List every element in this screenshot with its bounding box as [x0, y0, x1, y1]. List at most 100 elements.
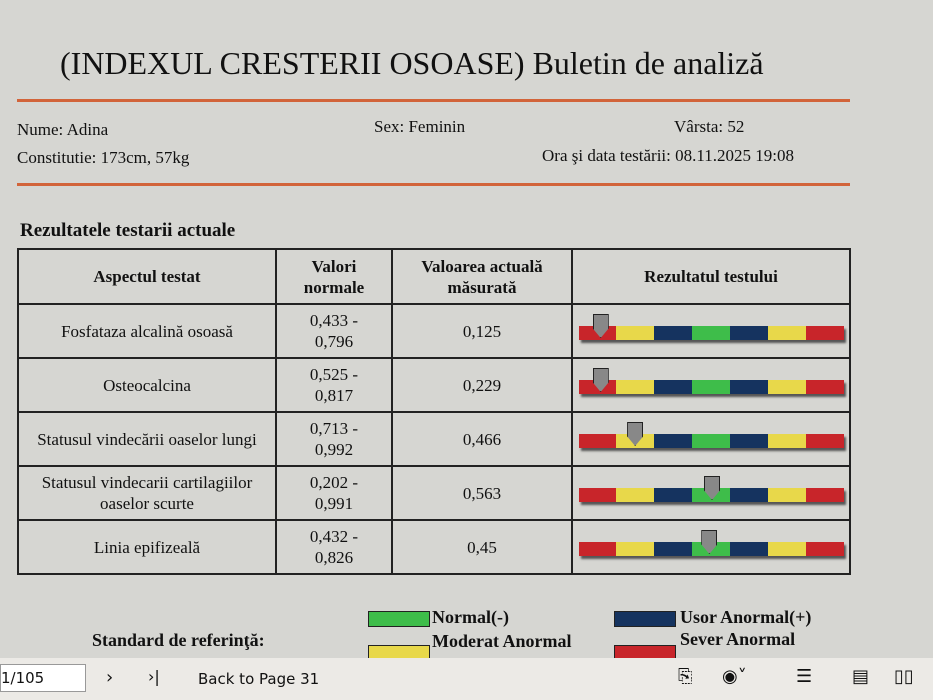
- table-row: Linia epifizeală 0,432 - 0,826 0,45: [17, 519, 851, 575]
- column-header: Rezultatul testului: [644, 267, 778, 286]
- table-cell: 0,202 - 0,991: [275, 465, 393, 521]
- cell-text: 0,563: [462, 483, 502, 503]
- icon[interactable]: ▯▯: [894, 666, 914, 687]
- gauge-segment: [654, 380, 693, 394]
- cell-text: Statusul vindecarii cartilagiilor oaselo…: [41, 473, 253, 513]
- cell-text: Linia epifizeală: [93, 537, 201, 557]
- gauge-segment: [616, 488, 655, 502]
- gauge-segment: [729, 380, 768, 394]
- table-cell: 0,45: [391, 519, 573, 575]
- gauge-segment: [729, 488, 768, 502]
- cell-text: Statusul vindecării oaselor lungi: [37, 429, 257, 449]
- gauge-cell: [571, 303, 851, 359]
- gauge-segment: [616, 542, 655, 556]
- patient-age: Vârsta: 52: [674, 117, 745, 136]
- table-cell: 0,125: [391, 303, 573, 359]
- icon[interactable]: ◉˅: [722, 666, 747, 687]
- icon[interactable]: ▤: [852, 666, 870, 687]
- table-cell: 0,229: [391, 357, 573, 413]
- gauge-segment: [692, 326, 730, 340]
- last-page[interactable]: ›|: [148, 667, 160, 686]
- gauge: [578, 368, 844, 394]
- table-cell: 0,713 - 0,992: [275, 411, 393, 467]
- legend-label: Usor Anormal(+): [680, 607, 812, 627]
- gauge-segment: [805, 488, 844, 502]
- gauge-segment: [729, 434, 768, 448]
- icon[interactable]: ⎘: [678, 666, 693, 687]
- gauge-cell: [571, 519, 851, 575]
- gauge-cell: [571, 357, 851, 413]
- table-row: Statusul vindecarii cartilagiilor oaselo…: [17, 465, 851, 521]
- gauge-segment: [578, 434, 617, 448]
- cell-text: 0,713 - 0,992: [309, 419, 359, 459]
- cell-text: 0,525 - 0,817: [309, 365, 359, 405]
- cell-text: 0,432 - 0,826: [309, 527, 359, 567]
- legend-title: Standard de referinţă:: [92, 630, 265, 650]
- gauge-segment: [805, 380, 844, 394]
- cell-text: 0,433 - 0,796: [309, 311, 359, 351]
- gauge-marker: [701, 530, 718, 554]
- gauge-segment: [767, 488, 806, 502]
- legend-label: Moderat Anormal: [432, 631, 572, 651]
- table-cell: 0,466: [391, 411, 573, 467]
- gauge: [578, 422, 844, 448]
- gauge-marker: [627, 422, 644, 446]
- gauge-segment: [692, 434, 730, 448]
- legend-swatch: [614, 611, 676, 627]
- results-table: Aspectul testat Valori normale Valoarea …: [17, 248, 851, 575]
- gauge-cell: [571, 465, 851, 521]
- gauge-segment: [767, 542, 806, 556]
- table-row: Osteocalcina 0,525 - 0,817 0,229: [17, 357, 851, 413]
- gauge-marker: [592, 368, 609, 392]
- column-header: Aspectul testat: [93, 267, 201, 286]
- legend-label: Sever Anormal: [680, 629, 796, 649]
- table-cell: 0,525 - 0,817: [275, 357, 393, 413]
- gauge-segment: [729, 542, 768, 556]
- gauge-segment: [805, 434, 844, 448]
- gauge: [578, 314, 844, 340]
- cell-text: 0,466: [462, 429, 502, 449]
- gauge-segment: [767, 380, 806, 394]
- page-input[interactable]: 1/105: [0, 664, 86, 692]
- patient-name: Nume: Adina: [17, 120, 109, 139]
- table-cell: 0,433 - 0,796: [275, 303, 393, 359]
- table-cell: Statusul vindecarii cartilagiilor oaselo…: [17, 465, 277, 521]
- gauge-segment: [692, 380, 730, 394]
- gauge-segment: [805, 326, 844, 340]
- gauge-segment: [805, 542, 844, 556]
- back-link[interactable]: Back to Page 31: [198, 670, 320, 688]
- patient-sex: Sex: Feminin: [374, 117, 466, 136]
- gauge: [578, 476, 844, 502]
- patient-constitution: Constitutie: 173cm, 57kg: [17, 148, 190, 167]
- table-row: Fosfataza alcalină osoasă 0,433 - 0,796 0,…: [17, 303, 851, 359]
- table-row: Statusul vindecării oaselor lungi 0,713 -…: [17, 411, 851, 467]
- gauge-segment: [767, 326, 806, 340]
- table-cell: 0,432 - 0,826: [275, 519, 393, 575]
- gauge: [578, 530, 844, 556]
- gauge-segment: [654, 326, 693, 340]
- icon[interactable]: ☰: [796, 666, 813, 687]
- gauge-segment: [578, 542, 617, 556]
- cell-text: 0,45: [467, 537, 497, 557]
- cell-text: Fosfataza alcalină osoasă: [61, 321, 233, 341]
- column-header: Valoarea actuală măsurată: [421, 256, 543, 297]
- table-cell: Linia epifizeală: [17, 519, 277, 575]
- section-title: Rezultatele testarii actuale: [20, 220, 236, 241]
- table-cell: Statusul vindecării oaselor lungi: [17, 411, 277, 467]
- gauge-segment: [578, 488, 617, 502]
- gauge-segment: [654, 542, 693, 556]
- cell-text: 0,202 - 0,991: [309, 473, 359, 513]
- gauge-segment: [616, 326, 655, 340]
- table-cell: 0,563: [391, 465, 573, 521]
- gauge-segment: [767, 434, 806, 448]
- title: (INDEXUL CRESTERII OSOASE) Buletin de an…: [60, 45, 764, 81]
- gauge-segment: [654, 488, 693, 502]
- next-page[interactable]: ›: [106, 667, 114, 688]
- table-cell: Fosfataza alcalină osoasă: [17, 303, 277, 359]
- divider: [17, 99, 850, 102]
- cell-text: 0,125: [462, 321, 502, 341]
- gauge-cell: [571, 411, 851, 467]
- test-datetime: Ora şi data testării: 08.11.2025 19:08: [542, 146, 794, 165]
- gauge-segment: [729, 326, 768, 340]
